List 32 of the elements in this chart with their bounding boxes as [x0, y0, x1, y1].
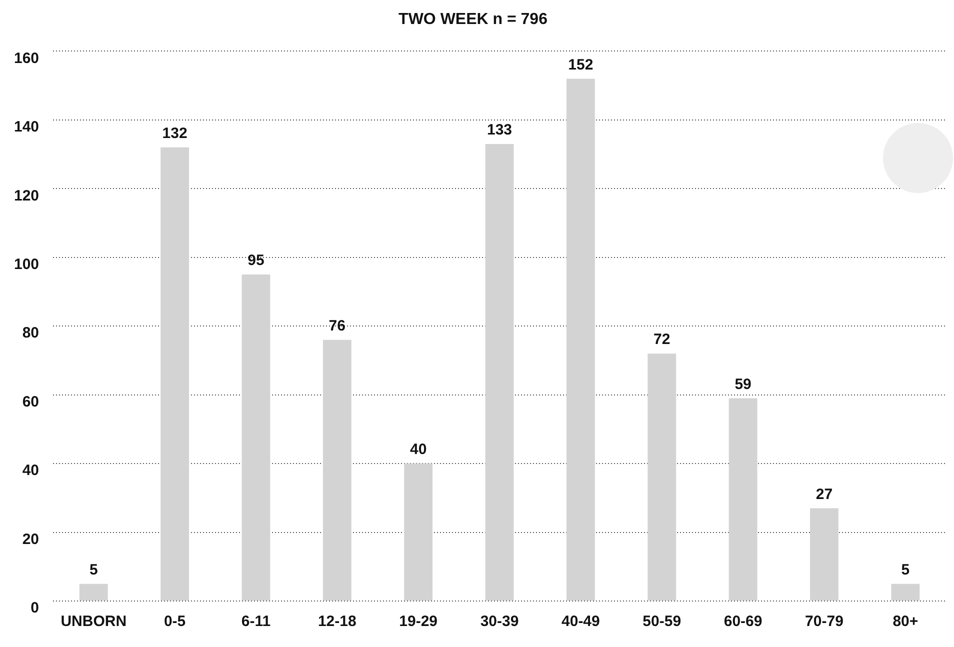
x-tick-label: 30-39 [480, 613, 519, 630]
x-tick-label: 60-69 [724, 613, 762, 630]
chart-title: TWO WEEK n = 796 [398, 11, 548, 28]
x-tick-label: 0-5 [164, 613, 186, 630]
data-label: 59 [734, 376, 752, 393]
y-tick-label: 120 [14, 187, 40, 204]
data-label: 152 [568, 56, 594, 74]
x-tick-label: 70-79 [805, 613, 844, 630]
y-tick-label: 20 [22, 530, 40, 548]
data-label: 72 [654, 331, 670, 348]
x-tick-label: 19-29 [399, 613, 438, 630]
data-label: 40 [410, 441, 427, 458]
data-label: 27 [816, 486, 833, 503]
y-tick-label: 160 [14, 50, 40, 67]
y-tick-label: 40 [22, 462, 40, 480]
x-tick-label: 12-18 [318, 613, 356, 630]
x-tick-label: UNBORN [60, 613, 127, 630]
y-tick-label: 80 [22, 324, 40, 342]
x-tick-label: 50-59 [642, 613, 682, 630]
y-tick-label: 140 [14, 118, 40, 136]
x-tick-label: 40-49 [562, 613, 600, 630]
data-label: 5 [901, 561, 910, 578]
y-tick-label: 100 [14, 256, 40, 274]
data-label: 95 [248, 252, 264, 270]
y-tick-label: 0 [30, 600, 40, 617]
x-tick-label: 80+ [892, 613, 918, 630]
data-label: 76 [328, 317, 346, 334]
data-label: 5 [89, 561, 98, 578]
y-tick-label: 60 [22, 393, 40, 410]
x-tick-label: 6-11 [241, 613, 271, 630]
data-label: 133 [487, 122, 512, 139]
data-label: 132 [162, 125, 188, 142]
